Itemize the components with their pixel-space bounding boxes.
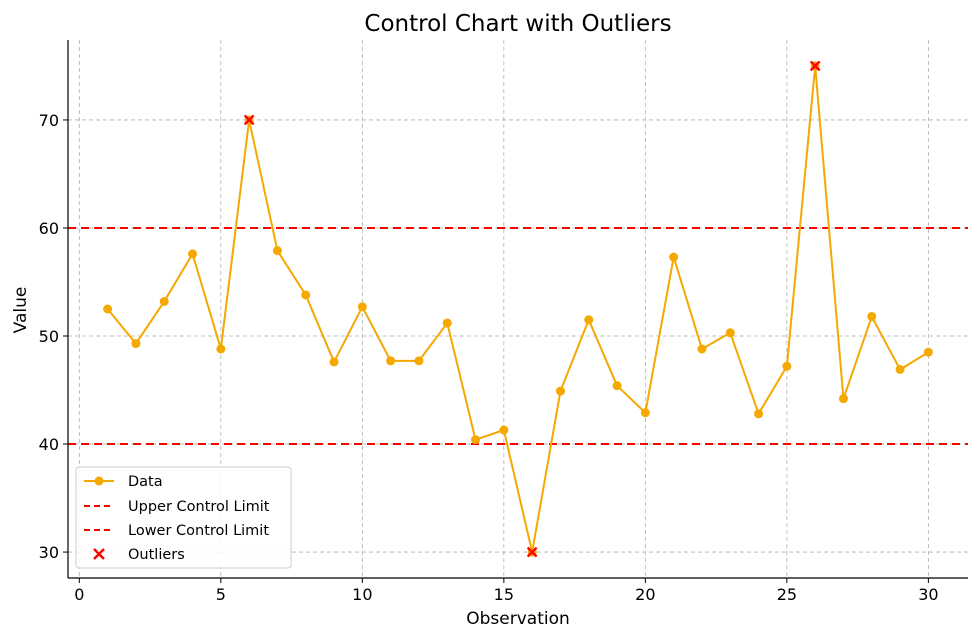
x-tick-label: 5 [216,585,226,604]
data-point-marker [640,408,650,418]
y-tick-label: 30 [39,543,59,562]
outlier-marker [526,546,538,558]
y-tick-label: 70 [39,111,59,130]
data-point-marker [471,435,481,445]
x-tick-label: 0 [74,585,84,604]
data-point-marker [867,312,877,322]
data-point-marker [782,361,792,371]
x-tick-label: 25 [777,585,797,604]
legend-item-upper-control-limit: Upper Control Limit [84,499,270,515]
legend: Data Upper Control Limit Lower Control L… [75,466,292,569]
data-point-marker [555,386,565,396]
data-point-marker [669,252,679,262]
data-series-line [106,64,929,554]
y-axis-title: Value [11,287,31,334]
outlier-markers [243,60,821,558]
legend-box [75,466,292,569]
y-tick-label: 50 [39,327,59,346]
data-point-marker [697,344,707,354]
data-point-marker [499,425,509,435]
data-point-marker [301,290,311,300]
legend-outlier-marker [93,548,105,560]
x-tick-label: 10 [352,585,372,604]
data-point-marker [188,249,198,259]
data-point-marker [414,356,424,366]
chart-title: Control Chart with Outliers [364,11,671,37]
legend-item-outliers: Outliers [93,547,185,563]
data-point-marker [612,381,622,391]
legend-item-data: Data [84,474,163,490]
legend-label-lcl: Lower Control Limit [128,523,269,539]
x-tick-label: 15 [494,585,514,604]
data-point-marker [923,347,933,357]
outlier-marker [809,60,821,72]
axes [63,40,968,583]
outlier-marker [243,114,255,126]
tick-labels: 0 5 10 15 20 25 30 30 40 50 60 70 [39,111,939,604]
x-axis-title: Observation [466,609,570,629]
y-tick-label: 40 [39,435,59,454]
legend-data-marker [94,476,104,486]
data-point-marker [103,304,113,314]
x-tick-label: 20 [635,585,655,604]
x-tick-label: 30 [918,585,938,604]
data-point-marker [329,357,339,367]
data-point-marker [725,328,735,338]
data-point-marker [584,315,594,325]
data-point-marker [442,318,452,328]
data-point-marker [216,344,226,354]
legend-label-data: Data [128,474,163,490]
control-limit-lines [68,226,968,446]
legend-item-lower-control-limit: Lower Control Limit [84,523,269,539]
data-point-marker [895,364,905,374]
y-tick-label: 60 [39,219,59,238]
data-point-marker [131,339,141,349]
data-point-marker [357,302,367,312]
data-point-marker [754,409,764,419]
legend-label-ucl: Upper Control Limit [128,499,270,515]
data-point-marker [272,246,282,256]
data-point-marker [159,296,169,306]
data-point-marker [386,356,396,366]
legend-label-outliers: Outliers [128,547,185,563]
data-point-marker [838,394,848,404]
